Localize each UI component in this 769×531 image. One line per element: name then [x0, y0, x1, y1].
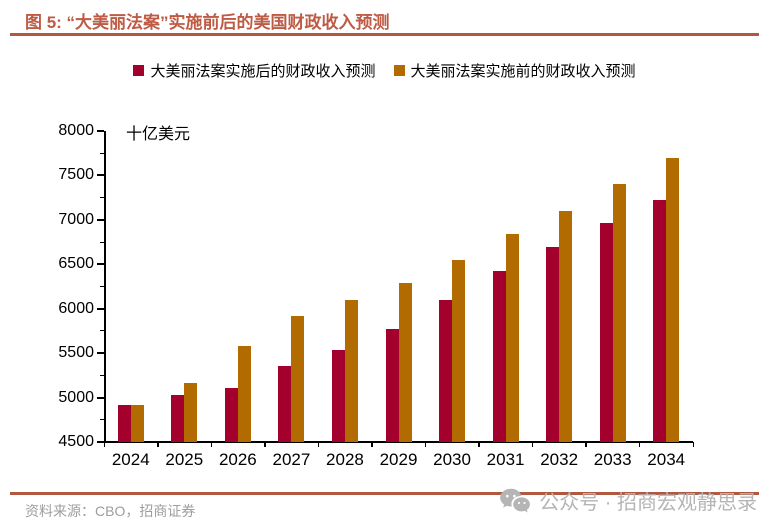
- bar-after-2029: [385, 329, 399, 442]
- y-major-tick: [97, 263, 104, 266]
- y-axis-line: [104, 131, 106, 442]
- y-major-tick: [97, 307, 104, 310]
- legend-item-after: 大美丽法案实施后的财政收入预测: [133, 60, 376, 81]
- legend-swatch-after-icon: [133, 65, 145, 76]
- x-tick-label: 2027: [272, 450, 311, 469]
- bar-before-2024: [130, 404, 144, 442]
- bar-before-2026: [237, 346, 251, 442]
- bar-before-2030: [452, 259, 466, 442]
- y-major-tick: [97, 130, 104, 132]
- y-tick-label: 7500: [58, 166, 94, 184]
- x-axis-tick: [371, 442, 373, 447]
- source-note: 资料来源：CBO，招商证券: [25, 503, 196, 519]
- x-tick-label: 2033: [593, 450, 632, 469]
- footer-rule: [10, 492, 759, 495]
- y-major-tick: [97, 174, 104, 177]
- wechat-icon: [500, 488, 531, 512]
- bar-before-2031: [505, 234, 519, 442]
- bar-before-2028: [344, 299, 358, 442]
- x-tick-label: 2031: [486, 450, 525, 469]
- y-major-tick: [97, 396, 104, 399]
- legend: 大美丽法案实施后的财政收入预测 大美丽法案实施前的财政收入预测: [0, 60, 769, 81]
- bar-before-2034: [666, 157, 680, 442]
- y-tick-label: 7000: [58, 210, 94, 228]
- y-minor-tick: [100, 197, 104, 199]
- x-axis-tick: [424, 442, 427, 447]
- x-axis-tick: [157, 442, 159, 447]
- y-axis-unit-label: 十亿美元: [126, 126, 191, 143]
- x-axis-tick: [638, 442, 641, 447]
- x-axis-tick: [478, 442, 480, 447]
- y-minor-tick: [100, 241, 104, 243]
- y-minor-tick: [100, 152, 104, 154]
- x-axis-tick: [210, 442, 213, 447]
- x-tick-label: 2032: [540, 450, 579, 469]
- bar-after-2026: [224, 387, 238, 442]
- bar-after-2027: [278, 366, 292, 442]
- bar-after-2024: [117, 404, 131, 442]
- bar-after-2030: [439, 299, 453, 442]
- title-rule: [10, 33, 759, 36]
- y-tick-label: 5000: [58, 388, 94, 406]
- x-axis-tick: [692, 442, 694, 447]
- bar-after-2034: [653, 200, 667, 442]
- y-major-tick: [97, 441, 104, 443]
- watermark-text: 公众号 · 招商宏观静思录: [539, 492, 757, 514]
- legend-label-before: 大美丽法案实施前的财政收入预测: [410, 63, 636, 80]
- bar-after-2033: [599, 223, 613, 442]
- bar-after-2028: [331, 350, 345, 442]
- x-tick-label: 2034: [647, 450, 686, 469]
- bar-before-2033: [612, 184, 626, 442]
- x-axis-tick: [585, 442, 587, 447]
- y-minor-tick: [100, 419, 104, 421]
- x-axis-tick: [531, 442, 534, 447]
- y-major-tick: [97, 218, 104, 221]
- x-tick-label: 2024: [111, 450, 150, 469]
- bar-after-2025: [171, 394, 185, 442]
- x-tick-label: 2026: [218, 450, 257, 469]
- y-tick-label: 8000: [58, 122, 94, 139]
- y-tick-label: 4500: [58, 433, 94, 450]
- watermark: 公众号 · 招商宏观静思录: [499, 486, 757, 515]
- legend-item-before: 大美丽法案实施前的财政收入预测: [393, 60, 636, 81]
- x-axis-tick: [103, 442, 105, 447]
- bar-after-2031: [492, 271, 506, 442]
- figure-title: 图 5: “大美丽法案”实施前后的美国财政收入预测: [25, 13, 390, 32]
- y-minor-tick: [100, 374, 104, 376]
- bar-before-2025: [184, 383, 198, 442]
- y-tick-label: 6000: [58, 299, 94, 317]
- y-major-tick: [97, 352, 104, 355]
- bar-before-2032: [559, 210, 573, 442]
- bar-after-2032: [546, 247, 560, 442]
- x-tick-label: 2025: [165, 450, 204, 469]
- bar-before-2027: [291, 315, 305, 442]
- bar-before-2029: [398, 282, 412, 442]
- y-minor-tick: [100, 286, 104, 287]
- x-tick-label: 2030: [433, 450, 471, 469]
- x-axis-tick: [317, 442, 320, 447]
- x-axis-tick: [264, 442, 266, 447]
- x-tick-label: 2028: [326, 450, 364, 469]
- x-tick-label: 2029: [379, 450, 418, 469]
- legend-label-after: 大美丽法案实施后的财政收入预测: [150, 63, 376, 80]
- y-minor-tick: [100, 330, 104, 332]
- y-tick-label: 5500: [58, 344, 94, 362]
- legend-swatch-before-icon: [393, 65, 405, 76]
- y-tick-label: 6500: [58, 255, 94, 273]
